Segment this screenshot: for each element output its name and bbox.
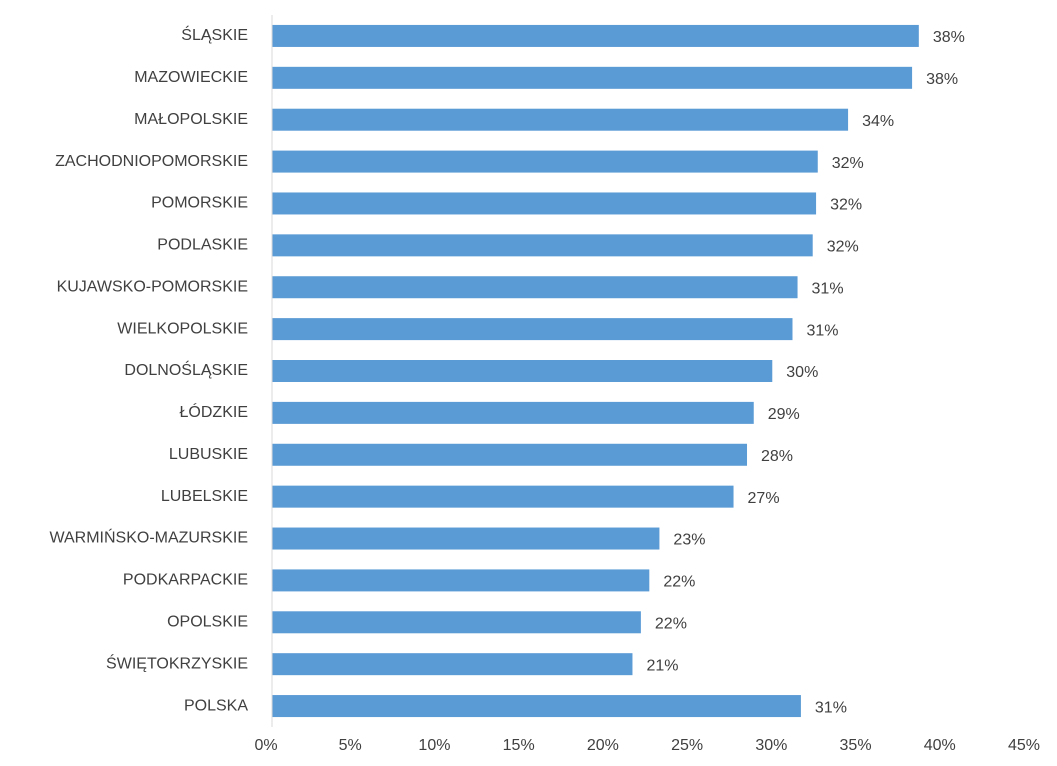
- y-tick-label: ŚWIĘTOKRZYSKIE: [106, 653, 248, 672]
- y-tick-label: ŁÓDZKIE: [180, 402, 248, 421]
- y-tick-label: POLSKA: [184, 697, 248, 714]
- y-tick-label: POMORSKIE: [151, 195, 248, 212]
- x-tick-label: 40%: [924, 737, 956, 754]
- data-label: 22%: [663, 574, 695, 591]
- data-label: 34%: [862, 113, 894, 130]
- bar: [272, 234, 813, 257]
- data-label: 22%: [655, 616, 687, 633]
- bar: [272, 611, 641, 634]
- x-tick-label: 30%: [755, 737, 787, 754]
- x-tick-label: 15%: [503, 737, 535, 754]
- y-tick-label: OPOLSKIE: [167, 614, 248, 631]
- data-label: 38%: [926, 71, 958, 88]
- y-tick-label: LUBUSKIE: [169, 446, 248, 463]
- x-tick-label: 25%: [671, 737, 703, 754]
- data-label: 38%: [933, 29, 965, 46]
- data-label: 31%: [815, 699, 847, 716]
- bar: [272, 401, 754, 424]
- data-label: 31%: [812, 280, 844, 297]
- x-tick-label: 45%: [1008, 737, 1040, 754]
- bar: [272, 66, 913, 89]
- bar: [272, 485, 734, 508]
- bar: [272, 150, 818, 173]
- y-tick-label: PODKARPACKIE: [123, 572, 248, 589]
- bar: [272, 360, 773, 382]
- y-tick-label: PODLASKIE: [157, 237, 248, 254]
- y-tick-label: ZACHODNIOPOMORSKIE: [55, 153, 248, 170]
- y-tick-label: KUJAWSKO-POMORSKIE: [57, 278, 248, 295]
- y-tick-label: ŚLĄSKIE: [181, 25, 248, 44]
- data-label: 31%: [806, 322, 838, 339]
- data-label: 30%: [786, 364, 818, 381]
- x-tick-label: 0%: [254, 737, 277, 754]
- x-tick-label: 10%: [418, 737, 450, 754]
- x-tick-label: 20%: [587, 737, 619, 754]
- y-tick-label: DOLNOŚLĄSKIE: [124, 360, 248, 379]
- x-tick-label: 5%: [339, 737, 362, 754]
- bar: [272, 318, 793, 341]
- bar: [272, 276, 798, 299]
- bar: [272, 569, 650, 592]
- y-tick-label: WARMIŃSKO-MAZURSKIE: [49, 528, 248, 547]
- data-label: 21%: [646, 657, 678, 674]
- y-tick-label: MAŁOPOLSKIE: [134, 111, 248, 128]
- bar: [272, 24, 919, 47]
- data-label: 29%: [768, 406, 800, 423]
- data-label: 28%: [761, 448, 793, 465]
- data-label: 32%: [827, 239, 859, 256]
- x-tick-label: 35%: [840, 737, 872, 754]
- data-label: 32%: [830, 197, 862, 214]
- bar: [272, 527, 660, 550]
- data-label: 27%: [748, 490, 780, 507]
- y-tick-label: WIELKOPOLSKIE: [117, 320, 248, 337]
- bar: [272, 695, 801, 718]
- bar: [272, 108, 849, 131]
- bar: [272, 192, 817, 215]
- bar: [272, 653, 633, 676]
- y-tick-label: MAZOWIECKIE: [134, 69, 248, 86]
- data-label: 23%: [673, 532, 705, 549]
- data-label: 32%: [832, 155, 864, 172]
- bar: [272, 443, 748, 466]
- y-tick-label: LUBELSKIE: [161, 488, 248, 505]
